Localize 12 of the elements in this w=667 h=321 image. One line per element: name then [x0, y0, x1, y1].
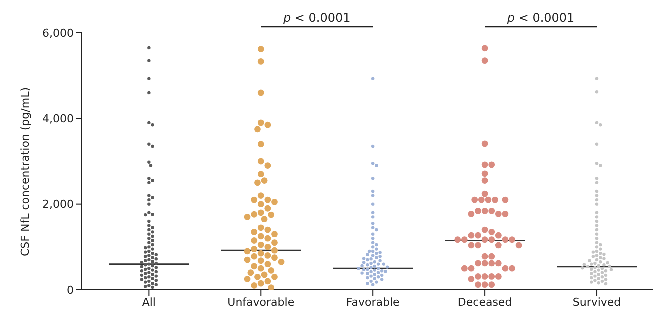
x-tick-label: All [142, 296, 156, 309]
y-tick-label: 2,000 [42, 198, 74, 212]
y-axis-title: CSF NfL concentration (pg/mL) [18, 88, 32, 256]
x-tick-label: Survived [572, 296, 622, 309]
y-tick-label: 4,000 [42, 112, 74, 126]
significance-bracket: p < 0.0001 [485, 11, 598, 28]
y-tick-label: 6,000 [42, 26, 74, 40]
x-tick-label: Deceased [458, 296, 512, 309]
significance-bracket: p < 0.0001 [261, 11, 374, 28]
x-tick-label: Favorable [346, 296, 400, 309]
y-tick-label: 0 [67, 284, 74, 297]
x-tick-label: Unfavorable [228, 296, 295, 309]
